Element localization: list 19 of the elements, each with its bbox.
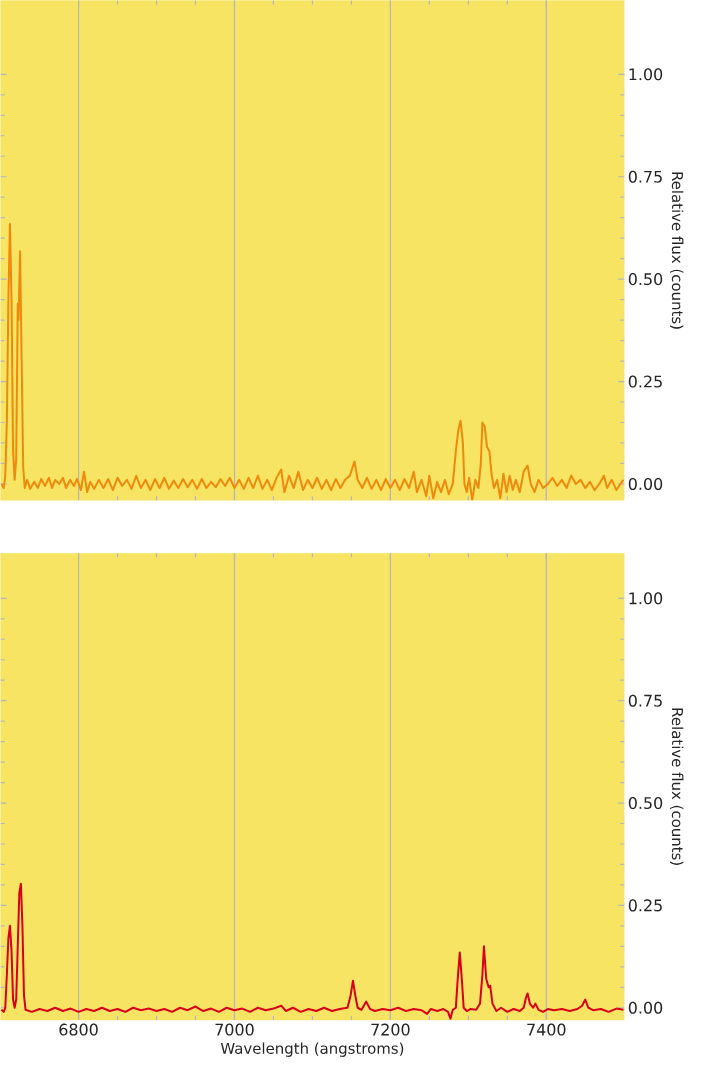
y-tick-label: 0.00 [628,477,663,490]
x-tick-label: 7200 [371,1023,410,1036]
y-tick-label: 0.50 [628,797,663,810]
line-series [0,222,625,501]
y-tick-label: 1.00 [629,592,663,605]
y-tick-label: 0.50 [628,273,663,286]
line-series [0,882,625,1020]
y-tick-label: 0.25 [628,899,662,912]
y-axis-title: Relative flux (counts) [669,172,684,329]
x-tick-label: 7000 [215,1023,254,1036]
y-tick-label: 0.25 [628,375,662,388]
x-tick-label: 6800 [59,1023,98,1036]
x-tick-label: 7400 [527,1023,566,1036]
y-tick-label: 0.75 [628,170,662,183]
y-tick-label: 1.00 [629,68,663,81]
y-tick-label: 0.75 [628,694,662,707]
y-axis-title: Relative flux (counts) [669,708,684,865]
x-axis-title: Wavelength (angstroms) [220,1042,404,1057]
y-tick-label: 0.00 [628,1001,663,1014]
